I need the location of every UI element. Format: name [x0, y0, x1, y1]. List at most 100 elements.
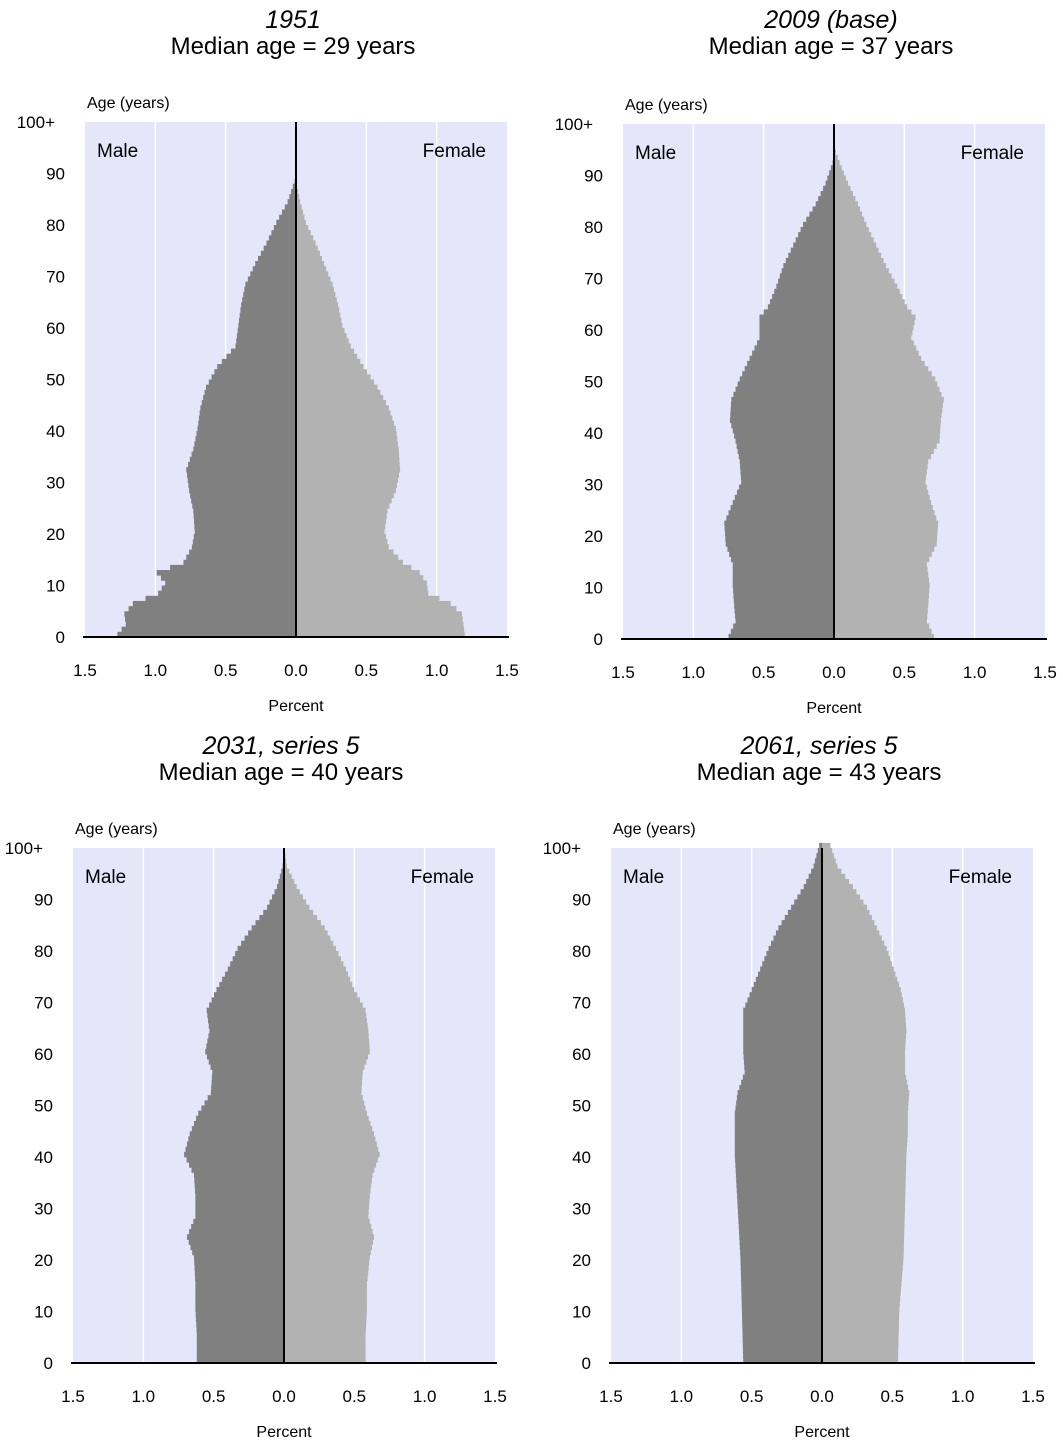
- female-bar: [296, 379, 375, 386]
- male-bar: [287, 199, 296, 205]
- female-bar: [822, 1172, 906, 1178]
- x-tick-label: 0.0: [810, 1387, 834, 1406]
- pyramid-panel-1: 2009 (base)Median age = 37 years Male Fema…: [555, 6, 1057, 717]
- female-bar: [284, 1265, 369, 1271]
- male-bar: [156, 570, 296, 576]
- y-tick-label: 50: [584, 373, 603, 392]
- male-bar: [158, 590, 296, 597]
- male-bar: [749, 992, 822, 998]
- male-bar: [186, 554, 296, 561]
- male-bar: [725, 536, 834, 542]
- male-bar: [743, 1357, 822, 1364]
- female-bar: [822, 1332, 899, 1338]
- male-bar: [241, 302, 296, 308]
- female-bar: [834, 190, 853, 197]
- female-bar: [284, 1177, 372, 1184]
- female-bar: [296, 539, 388, 545]
- female-bar: [834, 525, 938, 532]
- female-bar: [822, 1326, 899, 1333]
- male-bar: [243, 291, 296, 298]
- male-bar: [235, 343, 296, 349]
- male-bar: [778, 278, 834, 285]
- female-bar: [296, 188, 299, 195]
- male-bar: [737, 381, 834, 388]
- female-bar: [822, 1198, 906, 1204]
- male-bar: [279, 873, 284, 880]
- female-bar: [284, 1270, 369, 1276]
- female-bar: [284, 1038, 370, 1045]
- female-bar: [822, 1074, 907, 1081]
- female-bar: [284, 1290, 367, 1297]
- female-bar: [296, 358, 361, 365]
- male-bar: [193, 513, 296, 519]
- male-bar: [193, 534, 296, 540]
- male-bar: [752, 350, 834, 357]
- female-bar: [822, 1002, 904, 1009]
- male-bar: [724, 520, 834, 527]
- male-bar: [190, 492, 296, 499]
- female-bar: [284, 1347, 366, 1354]
- female-bar: [834, 293, 903, 300]
- male-bar: [732, 572, 834, 578]
- female-bar: [822, 997, 903, 1003]
- female-bar: [296, 297, 337, 303]
- female-bar: [284, 992, 358, 998]
- male-bar: [732, 582, 834, 588]
- male-bar: [236, 333, 296, 339]
- male-bar: [736, 1100, 822, 1106]
- female-bar: [296, 374, 371, 380]
- female-bar: [284, 987, 355, 993]
- female-bar: [822, 1275, 902, 1281]
- female-bar: [822, 1182, 906, 1189]
- female-bar: [284, 1244, 372, 1251]
- female-bar: [284, 1275, 368, 1281]
- y-tick-label: 40: [572, 1148, 591, 1167]
- y-tick-label: 100+: [555, 115, 593, 134]
- male-bar: [827, 175, 834, 182]
- x-tick-label: 1.5: [73, 661, 97, 680]
- male-bar: [232, 956, 284, 962]
- y-tick-label: 70: [34, 994, 53, 1013]
- female-bar: [284, 873, 292, 880]
- male-bar: [251, 925, 284, 931]
- y-tick-label: 20: [34, 1251, 53, 1270]
- female-bar: [296, 204, 302, 210]
- x-tick-label: 1.0: [682, 663, 706, 682]
- male-bar: [196, 1357, 284, 1364]
- male-bar: [210, 1064, 284, 1070]
- female-bar: [834, 597, 929, 604]
- female-bar: [834, 407, 943, 413]
- female-bar: [284, 1069, 363, 1075]
- male-bar: [195, 1316, 284, 1323]
- x-tick-label: 0.5: [343, 1387, 367, 1406]
- y-tick-label: 0: [56, 628, 65, 647]
- male-bar: [198, 1110, 284, 1117]
- male-bar: [268, 235, 296, 241]
- x-tick-label: 0.5: [214, 661, 238, 680]
- male-bar: [730, 412, 834, 418]
- female-label: Female: [949, 867, 1012, 888]
- male-bar: [823, 185, 834, 192]
- male-bar: [276, 219, 296, 226]
- female-bar: [834, 448, 934, 454]
- female-bar: [284, 914, 318, 921]
- female-bar: [834, 304, 908, 310]
- female-bar: [834, 340, 914, 346]
- female-bar: [284, 1326, 366, 1333]
- female-bar: [834, 175, 846, 182]
- y-tick-label: 10: [34, 1303, 53, 1322]
- male-bar: [195, 1285, 284, 1292]
- male-bar: [244, 935, 284, 942]
- female-bar: [284, 1239, 373, 1245]
- female-bar: [296, 441, 398, 447]
- female-bar: [296, 415, 393, 422]
- y-tick-label: 0: [44, 1354, 53, 1373]
- y-tick-label: 30: [34, 1200, 53, 1219]
- male-bar: [743, 1352, 822, 1359]
- female-bar: [822, 1260, 904, 1266]
- female-bar: [834, 443, 937, 449]
- male-bar: [735, 1162, 822, 1168]
- y-tick-label: 30: [46, 474, 65, 493]
- male-bar: [735, 1105, 822, 1112]
- female-bar: [284, 1157, 378, 1163]
